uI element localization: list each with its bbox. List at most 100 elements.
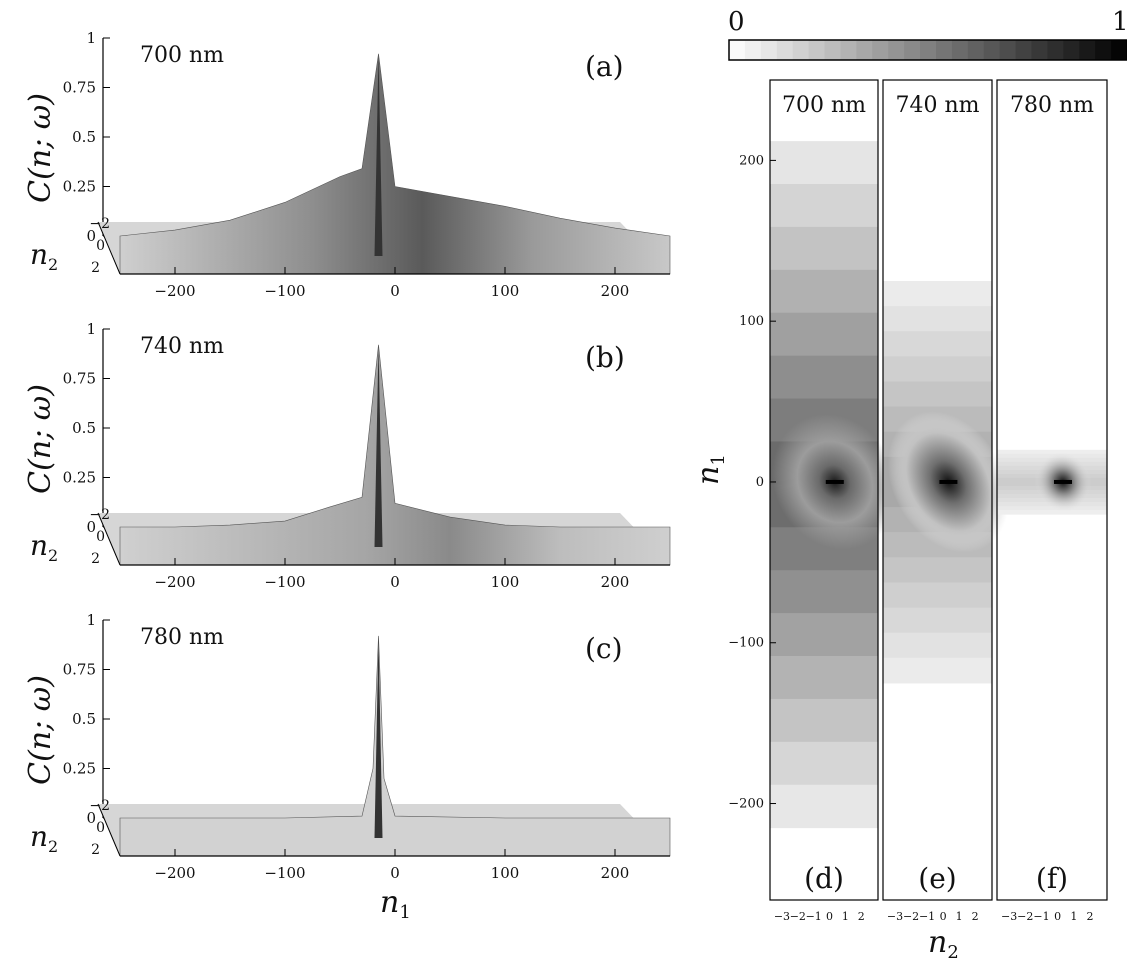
density-band [883, 657, 992, 684]
surface-n2-axis [97, 803, 121, 857]
surface-n2-axis [97, 512, 121, 566]
colorbar-cell [1063, 40, 1080, 60]
colorbar-min-label: 0 [728, 7, 745, 37]
density-band [997, 449, 1107, 455]
colorbar-cell [824, 40, 841, 60]
surface-y-axis-label: C(n; ω) [23, 93, 58, 203]
surface-n2-tick-label: 2 [91, 260, 100, 276]
density-band [770, 741, 878, 786]
surface-x-tick-label: −100 [264, 282, 305, 300]
surface-n2-tick-label: 2 [91, 551, 100, 567]
surface-wavelength-label: 700 nm [140, 43, 224, 68]
surface-x-tick-label: −100 [264, 864, 305, 882]
density-panel-label: (e) [918, 862, 956, 895]
density-band [770, 656, 878, 700]
surface-n2-axis-label: n2 [30, 529, 58, 565]
surface-x-tick-label: −200 [154, 282, 195, 300]
density-x-tick-label: 2 [858, 910, 865, 923]
surface-y-axis-label: C(n; ω) [23, 675, 58, 785]
density-x-tick-label: −3 [774, 910, 790, 923]
density-frame [996, 79, 1108, 901]
surface-y-tick-label: 1 [86, 29, 96, 47]
density-band [770, 698, 878, 743]
colorbar: 0 1 [728, 7, 1127, 61]
density-x-tick-label: −2 [1017, 910, 1033, 923]
colorbar-cell [904, 40, 921, 60]
surface-n2-tick-label: −2 [89, 798, 110, 814]
surface-y-tick-label: 0.75 [63, 661, 96, 679]
density-x-tick-label: 1 [956, 910, 963, 923]
density-panel-label: (d) [804, 862, 844, 895]
density-x-tick-label: 2 [1087, 910, 1094, 923]
density-y-axis: 200 100 0 −100 −200 [728, 153, 776, 812]
density-x-tick-label: −1 [1033, 910, 1049, 923]
surface-y-tick-label: 0.75 [63, 79, 96, 97]
colorbar-cell [744, 40, 762, 60]
density-x-tick-label: 0 [826, 910, 833, 923]
surface-n2-axis-label: n2 [30, 238, 58, 274]
density-x-tick-label: −2 [903, 910, 919, 923]
colorbar-cell [935, 40, 953, 60]
colorbar-scale [729, 40, 1127, 60]
surface-peak-spike [374, 635, 383, 838]
colorbar-cell [856, 40, 873, 60]
surface-x-tick-label: −200 [154, 573, 195, 591]
surface-x-tick-label: 100 [491, 864, 520, 882]
colorbar-cell [1047, 40, 1064, 60]
colorbar-cell [1111, 40, 1127, 60]
density-band [883, 632, 992, 659]
colorbar-cell [729, 40, 746, 60]
surface-area [119, 635, 671, 857]
surface-wavelength-label: 740 nm [140, 334, 224, 359]
colorbar-cell [1031, 40, 1048, 60]
surface-peak-spike [374, 53, 383, 257]
surface-area [119, 53, 671, 275]
density-band [883, 582, 992, 609]
colorbar-cell [983, 40, 1001, 60]
colorbar-cell [1015, 40, 1032, 60]
colorbar-frame [728, 39, 1127, 61]
colorbar-cell [999, 40, 1017, 60]
colorbar-cell [760, 40, 778, 60]
density-band [883, 557, 992, 583]
surface-y-tick-label: 0 [86, 809, 96, 827]
colorbar-cell [792, 40, 810, 60]
density-band [770, 141, 878, 185]
density-x-tick-label: 0 [940, 910, 947, 923]
surface-y-tick-label: 0.75 [63, 370, 96, 388]
surface-y-tick-label: 0.5 [72, 419, 96, 437]
surface-n2-tick-label: 0 [96, 529, 105, 545]
density-band [770, 613, 878, 657]
density-band [770, 570, 878, 614]
surface-peak-spike [374, 344, 383, 547]
surface-n2-tick-label: −2 [89, 216, 110, 232]
surface-n2-tick-label: 0 [96, 820, 105, 836]
density-band [883, 306, 992, 332]
density-x-tick-label: −3 [887, 910, 903, 923]
density-panel-label: (f) [1036, 862, 1068, 895]
surface-y-axis-label: C(n; ω) [23, 384, 58, 494]
surface-x-axis-label: n1 [380, 885, 411, 923]
surface-panel-label: (c) [585, 632, 623, 665]
colorbar-cell [840, 40, 857, 60]
density-band [770, 226, 878, 271]
density-wavelength-label: 700 nm [782, 93, 866, 118]
density-peak-marker [939, 479, 958, 484]
density-x-tick-label: −1 [919, 910, 935, 923]
surface-x-tick-label: 200 [601, 864, 630, 882]
colorbar-max-label: 1 [1112, 7, 1127, 37]
surface-wavelength-label: 780 nm [140, 625, 224, 650]
density-band [883, 356, 992, 382]
colorbar-cell [888, 40, 905, 60]
density-frame [882, 79, 993, 901]
colorbar-cell [808, 40, 826, 60]
surface-x-tick-label: 100 [491, 573, 520, 591]
density-panel-d: 700 nm (d) −3 −2 −1 0 1 2 [769, 79, 898, 923]
surface-y-tick-label: 0.5 [72, 710, 96, 728]
density-x-tick-label: 2 [972, 910, 979, 923]
density-band [883, 381, 992, 408]
density-band [997, 510, 1107, 515]
surface-y-tick-label: 0 [86, 227, 96, 245]
